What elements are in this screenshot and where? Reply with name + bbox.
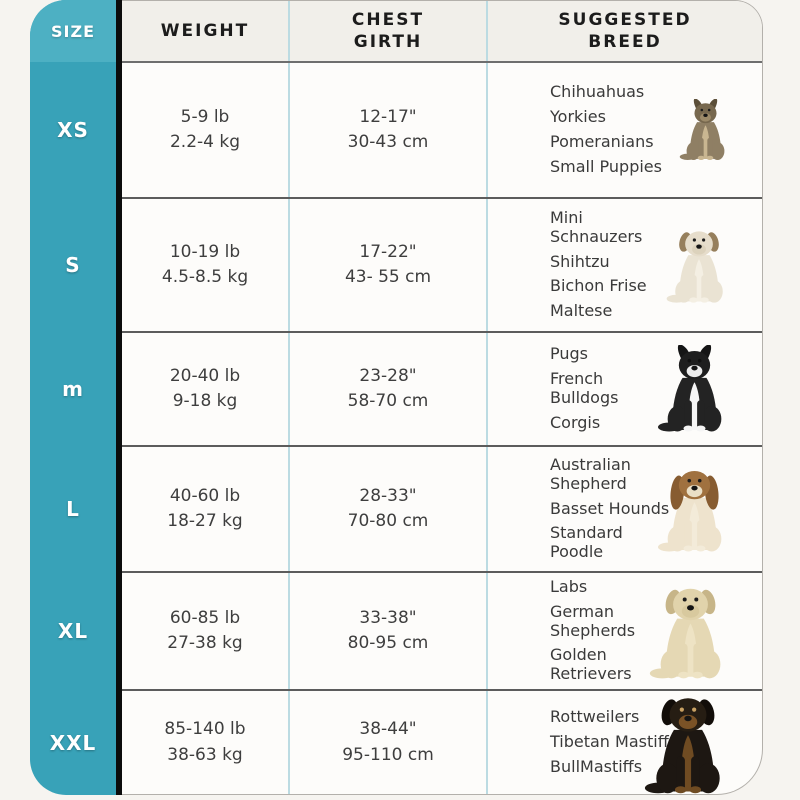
breed-item: Bichon Frise xyxy=(550,276,647,296)
chest-girth-cell: 33-38" 80-95 cm xyxy=(288,573,488,689)
chest-girth-cell: 38-44" 95-110 cm xyxy=(288,691,488,794)
weight-cell: 20-40 lb 9-18 kg xyxy=(169,365,241,412)
shihtzu-dog-image xyxy=(666,226,732,304)
breed-item: German Shepherds xyxy=(550,601,636,640)
table-header-row: WEIGHT CHEST GIRTH SUGGESTED BREED xyxy=(122,1,762,63)
tibetan-mastiff-dog-image xyxy=(644,691,732,795)
column-header-size: SIZE xyxy=(30,0,116,62)
column-header-suggested-breed: SUGGESTED BREED xyxy=(558,9,692,52)
breed-item: Small Puppies xyxy=(550,156,662,176)
size-column: SIZE XS S m L XL XXL xyxy=(30,0,116,795)
breed-item: French Bulldogs xyxy=(550,369,619,407)
breed-cell: Australian Shepherd Basset Hounds Standa… xyxy=(488,447,762,571)
size-header-label: SIZE xyxy=(50,21,95,41)
table-row-xl: 60-85 lb 27-38 kg 33-38" 80-95 cm Labs G… xyxy=(122,573,762,691)
size-label-xxl: XXL xyxy=(49,730,97,755)
breed-item: Golden Retrievers xyxy=(550,645,632,684)
size-label-xs: XS xyxy=(57,118,89,142)
vertical-divider-bar xyxy=(116,0,122,795)
weight-cell: 10-19 lb 4.5-8.5 kg xyxy=(161,241,249,288)
breed-item: Standard Poodle xyxy=(550,523,623,562)
basset-hound-dog-image xyxy=(657,465,732,553)
breed-cell: Labs German Shepherds Golden Retrievers xyxy=(488,573,762,689)
breed-item: Mini Schnauzers xyxy=(550,207,643,246)
boston-terrier-dog-image xyxy=(657,345,732,433)
chest-girth-cell: 28-33" 70-80 cm xyxy=(288,447,488,571)
column-header-weight: WEIGHT xyxy=(160,20,250,41)
breed-cell: Pugs French Bulldogs Corgis xyxy=(488,333,762,445)
weight-cell: 40-60 lb 18-27 kg xyxy=(167,485,243,532)
breed-cell: Rottweilers Tibetan Mastiff BullMastiffs xyxy=(488,691,762,794)
breed-item: Chihuahuas xyxy=(550,82,645,102)
table-row-xs: 5-9 lb 2.2-4 kg 12-17" 30-43 cm Chihuahu… xyxy=(122,63,762,199)
breed-item: Labs xyxy=(550,576,588,596)
table-row-xxl: 85-140 lb 38-63 kg 38-44" 95-110 cm Rott… xyxy=(122,691,762,794)
size-label-xl: XL xyxy=(57,619,89,643)
breed-item: Corgis xyxy=(550,412,601,432)
labrador-dog-image xyxy=(649,582,732,680)
chest-girth-cell: 17-22" 43- 55 cm xyxy=(288,199,488,331)
breed-item: Shihtzu xyxy=(550,251,610,271)
column-header-chest-girth: CHEST GIRTH xyxy=(288,1,488,61)
breed-item: Yorkies xyxy=(550,107,606,127)
weight-cell: 5-9 lb 2.2-4 kg xyxy=(169,106,241,153)
breed-item: Basset Hounds xyxy=(550,498,670,518)
breed-item: Australian Shepherd xyxy=(550,454,631,493)
breed-item: Pugs xyxy=(550,344,588,364)
table-row-s: 10-19 lb 4.5-8.5 kg 17-22" 43- 55 cm Min… xyxy=(122,199,762,333)
yorkie-dog-image xyxy=(679,99,732,161)
size-table: WEIGHT CHEST GIRTH SUGGESTED BREED 5-9 l… xyxy=(122,0,763,795)
breed-item: BullMastiffs xyxy=(550,756,643,776)
breed-cell: Mini Schnauzers Shihtzu Bichon Frise Mal… xyxy=(488,199,762,331)
breed-item: Maltese xyxy=(550,301,613,321)
size-label-m: m xyxy=(62,377,84,401)
chest-girth-cell: 12-17" 30-43 cm xyxy=(288,63,488,197)
breed-item: Pomeranians xyxy=(550,132,654,151)
size-label-s: S xyxy=(65,253,81,277)
size-label-l: L xyxy=(66,497,80,521)
weight-cell: 85-140 lb 38-63 kg xyxy=(164,719,246,765)
breed-cell: Chihuahuas Yorkies Pomeranians Small Pup… xyxy=(488,63,762,197)
table-row-l: 40-60 lb 18-27 kg 28-33" 70-80 cm Austra… xyxy=(122,447,762,573)
breed-item: Rottweilers xyxy=(550,707,640,727)
table-row-m: 20-40 lb 9-18 kg 23-28" 58-70 cm Pugs Fr… xyxy=(122,333,762,447)
breed-item: Tibetan Mastiff xyxy=(550,732,669,752)
chest-girth-cell: 23-28" 58-70 cm xyxy=(288,333,488,445)
weight-cell: 60-85 lb 27-38 kg xyxy=(167,607,243,654)
